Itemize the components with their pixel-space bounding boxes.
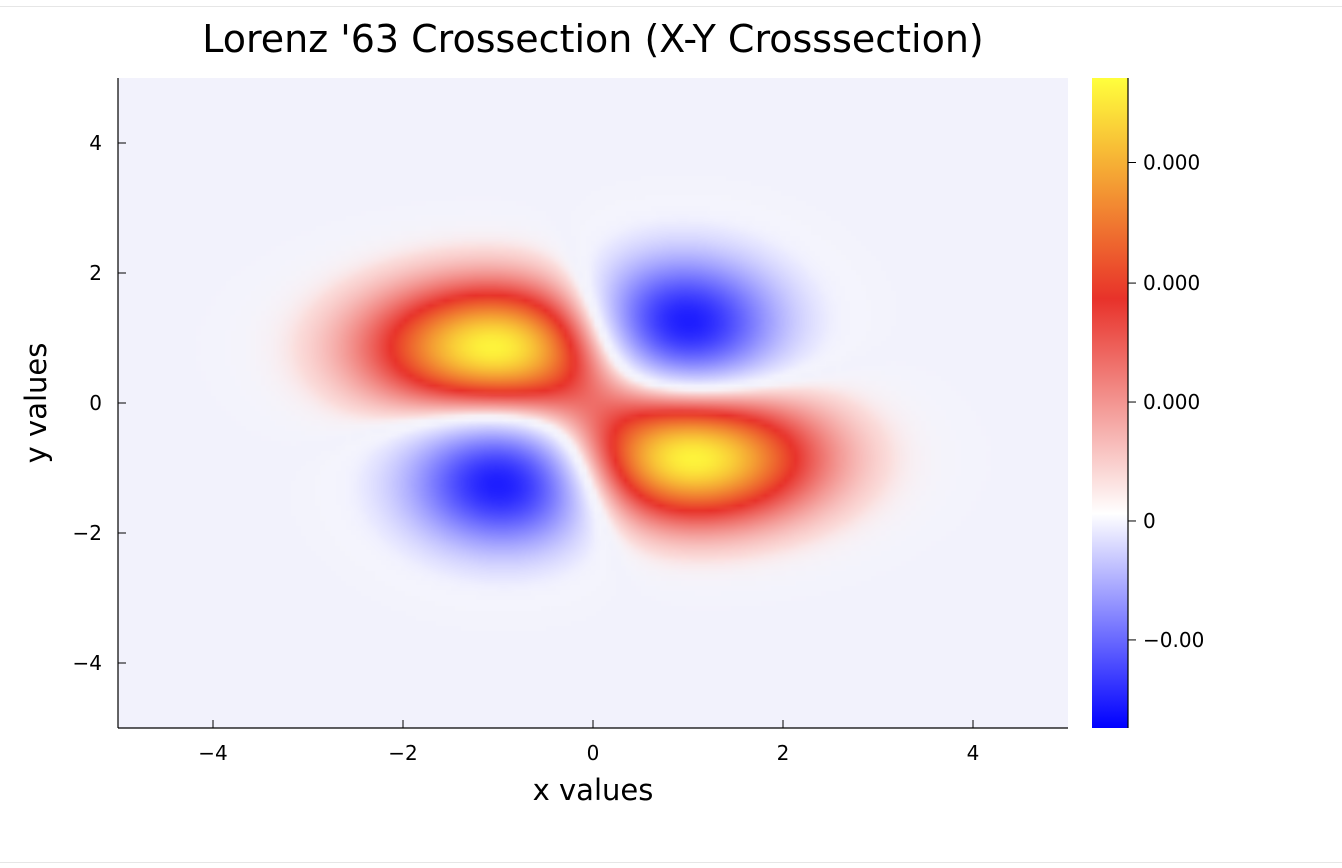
heatmap-field: [118, 78, 1068, 728]
top-border: [0, 6, 1342, 7]
y-tick-label: 2: [89, 261, 102, 285]
bottom-border: [0, 862, 1342, 863]
x-tick-label: −4: [198, 741, 227, 765]
colorbar-tick-label: 0: [1143, 509, 1156, 533]
y-tick-label: 0: [89, 391, 102, 415]
y-tick-label: 4: [89, 131, 102, 155]
x-tick-label: 4: [967, 741, 980, 765]
y-ticks: −4 −2 0 2 4: [73, 131, 126, 675]
x-axis-label: x values: [533, 773, 654, 807]
colorbar-tick-label: −0.00: [1143, 628, 1204, 652]
chart-title: Lorenz '63 Crossection (X-Y Crosssection…: [202, 17, 984, 61]
x-tick-label: 0: [587, 741, 600, 765]
y-tick-label: −2: [73, 521, 102, 545]
colorbar-gradient: [1092, 78, 1128, 728]
y-axis-label: y values: [19, 343, 53, 464]
colorbar-tick-label: 0.000: [1143, 390, 1200, 414]
colorbar-tick-label: 0.000: [1143, 271, 1200, 295]
colorbar-tick-label: 0.000: [1143, 151, 1200, 175]
colorbar: 0.000 0.000 0.000 0 −0.00: [1092, 78, 1204, 728]
x-ticks: −4 −2 0 2 4: [198, 720, 979, 765]
x-tick-label: −2: [388, 741, 417, 765]
plot-area: −4 −2 0 2 4 −4 −2 0 2 4: [73, 78, 1068, 765]
x-tick-label: 2: [777, 741, 790, 765]
colorbar-ticks: 0.000 0.000 0.000 0 −0.00: [1128, 151, 1204, 652]
y-tick-label: −4: [73, 651, 102, 675]
